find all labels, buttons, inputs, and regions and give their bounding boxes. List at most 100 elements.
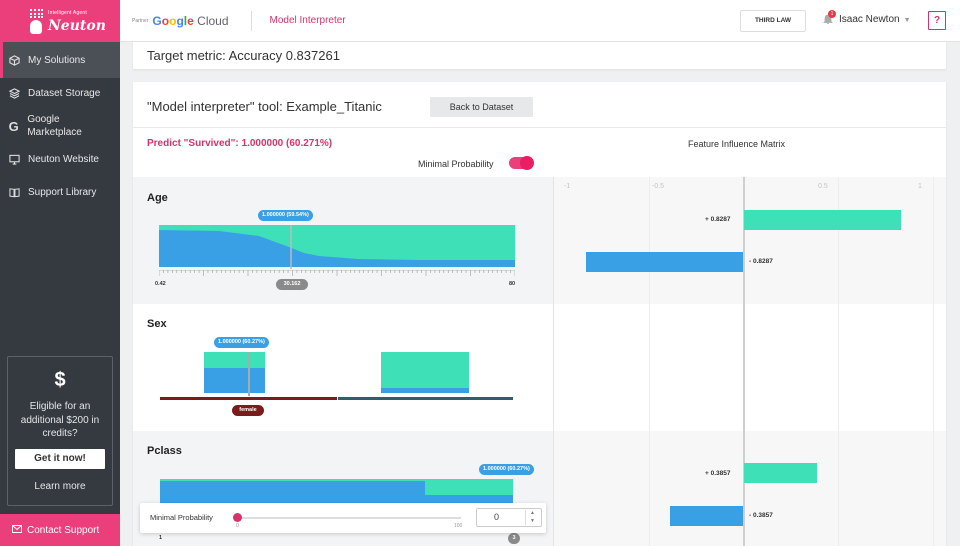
pclass-survived-bar [425,479,513,495]
user-name: Isaac Newton [839,14,900,25]
age-positive-bar [744,210,901,230]
matrix-gridline [933,177,934,546]
age-distribution-chart [159,225,515,269]
sex-female-not-survived-bar [204,368,265,393]
pclass-positive-label: + 0.3857 [705,470,731,477]
company-button[interactable]: THIRD LAW [740,10,806,32]
divider [133,127,946,128]
google-cloud-logo: Google Cloud [152,13,229,28]
logo-subtitle: Intelligent Agent [48,10,87,16]
logo-name: Neuton [48,18,106,34]
sidebar-item-label: Google Marketplace [27,114,82,138]
age-value-handle[interactable]: 30.162 [276,279,308,290]
pclass-tooltip: 1.000000 (60.27%) [479,464,534,475]
get-credits-button[interactable]: Get it now! [15,448,105,469]
sidebar-item-my-solutions[interactable]: My Solutions [0,42,120,78]
target-metric: Target metric: Accuracy 0.837261 [147,48,340,63]
divider [250,10,252,31]
minimal-probability-toggle[interactable] [509,156,534,170]
contact-support-button[interactable]: Contact Support [0,514,120,546]
breadcrumb[interactable]: Model Interpreter [269,15,346,26]
matrix-tick: 0.5 [818,183,828,190]
chevron-down-icon[interactable]: ▼ [530,517,535,524]
user-menu[interactable]: Isaac Newton ▼ [839,14,911,25]
pclass-value-handle[interactable]: 3 [508,533,520,544]
logo-grid-icon [30,9,44,19]
slider-min: 0 [236,523,239,529]
google-icon: G [8,118,19,134]
matrix-row-age [554,177,946,304]
probability-number-input[interactable]: 0 ▲ ▼ [476,508,542,527]
sex-female-survived-bar [204,352,265,368]
neuton-logo[interactable]: Intelligent Agent Neuton [0,0,120,42]
slider-label: Minimal Probability [150,513,213,522]
sex-marker-line [248,352,250,396]
matrix-gridline [649,177,650,546]
pclass-negative-label: - 0.3857 [749,512,773,519]
sidebar: Intelligent Agent Neuton My Solutions Da… [0,0,120,546]
learn-more-link[interactable]: Learn more [34,480,86,492]
sidebar-item-label: Dataset Storage [28,87,101,99]
matrix-tick: -0.5 [652,183,665,190]
help-button[interactable]: ? [928,11,946,30]
bell-icon[interactable]: 1 [823,10,836,25]
tool-title: "Model interpreter" tool: Example_Titani… [147,99,382,114]
sidebar-item-dataset-storage[interactable]: Dataset Storage [0,78,120,108]
sex-male-survived-bar [381,352,469,388]
logo-head-icon [30,20,42,34]
sex-male-axis [338,397,513,400]
sidebar-item-support-library[interactable]: Support Library [0,174,120,210]
age-max-label: 80 [509,281,516,287]
layers-icon [8,87,20,99]
contact-label: Contact Support [27,524,100,536]
age-axis-ticks [159,270,515,276]
matrix-title: Feature Influence Matrix [688,139,786,149]
feature-name-age: Age [147,192,168,204]
sidebar-item-label: My Solutions [28,54,86,66]
age-min-label: 0.42 [155,281,166,287]
toggle-knob [520,156,534,170]
prediction-text: Predict "Survived": 1.000000 (60.271%) [147,138,333,149]
pclass-negative-bar [670,506,743,526]
sidebar-item-neuton-website[interactable]: Neuton Website [0,144,120,174]
sex-value-handle[interactable]: female [232,405,264,416]
matrix-zero-line [743,177,745,546]
minimal-probability-label: Minimal Probability [418,159,494,169]
chevron-down-icon: ▼ [903,17,911,24]
mail-icon [12,524,22,536]
partner-label: Partner [132,17,149,24]
probability-slider-track[interactable] [237,517,461,519]
pclass-survived-strip [160,479,425,481]
matrix-row-pclass [554,431,946,546]
sidebar-item-google-marketplace[interactable]: G Google Marketplace [0,108,120,144]
feature-name-sex: Sex [147,318,167,330]
pclass-not-survived-bar-2 [425,495,513,503]
credits-promo: $ Eligible for an additional $200 in cre… [7,356,113,506]
back-to-dataset-button[interactable]: Back to Dataset [430,97,533,117]
matrix-tick: -1 [564,183,571,190]
age-tooltip: 1.000000 (59.54%) [258,210,313,221]
pclass-positive-bar [744,463,817,483]
model-interpreter-card: "Model interpreter" tool: Example_Titani… [133,82,946,546]
chevron-up-icon[interactable]: ▲ [530,510,535,516]
cube-icon [8,54,20,66]
age-negative-bar [586,252,743,272]
stepper[interactable]: ▲ ▼ [525,510,539,525]
age-negative-label: - 0.8287 [749,258,773,265]
probability-slider-handle[interactable] [233,513,242,522]
matrix-tick: 1 [918,183,922,190]
credits-text: Eligible for an additional $200 in credi… [20,401,100,439]
pclass-min-label: 1 [159,535,163,541]
sex-male-not-survived-bar [381,388,469,393]
feature-name-pclass: Pclass [147,445,182,457]
age-not-survived-area [159,230,515,267]
slider-max: 100 [454,523,463,529]
sex-tooltip: 1.000000 (60.27%) [214,337,269,348]
monitor-icon [8,153,20,165]
notification-badge: 1 [828,10,836,18]
matrix-gridline [838,177,839,546]
target-metric-card: Target metric: Accuracy 0.837261 [133,42,946,69]
top-bar: Partner Google Cloud Model Interpreter T… [120,0,960,42]
pclass-not-survived-bar [160,479,425,503]
probability-value: 0 [494,512,500,522]
